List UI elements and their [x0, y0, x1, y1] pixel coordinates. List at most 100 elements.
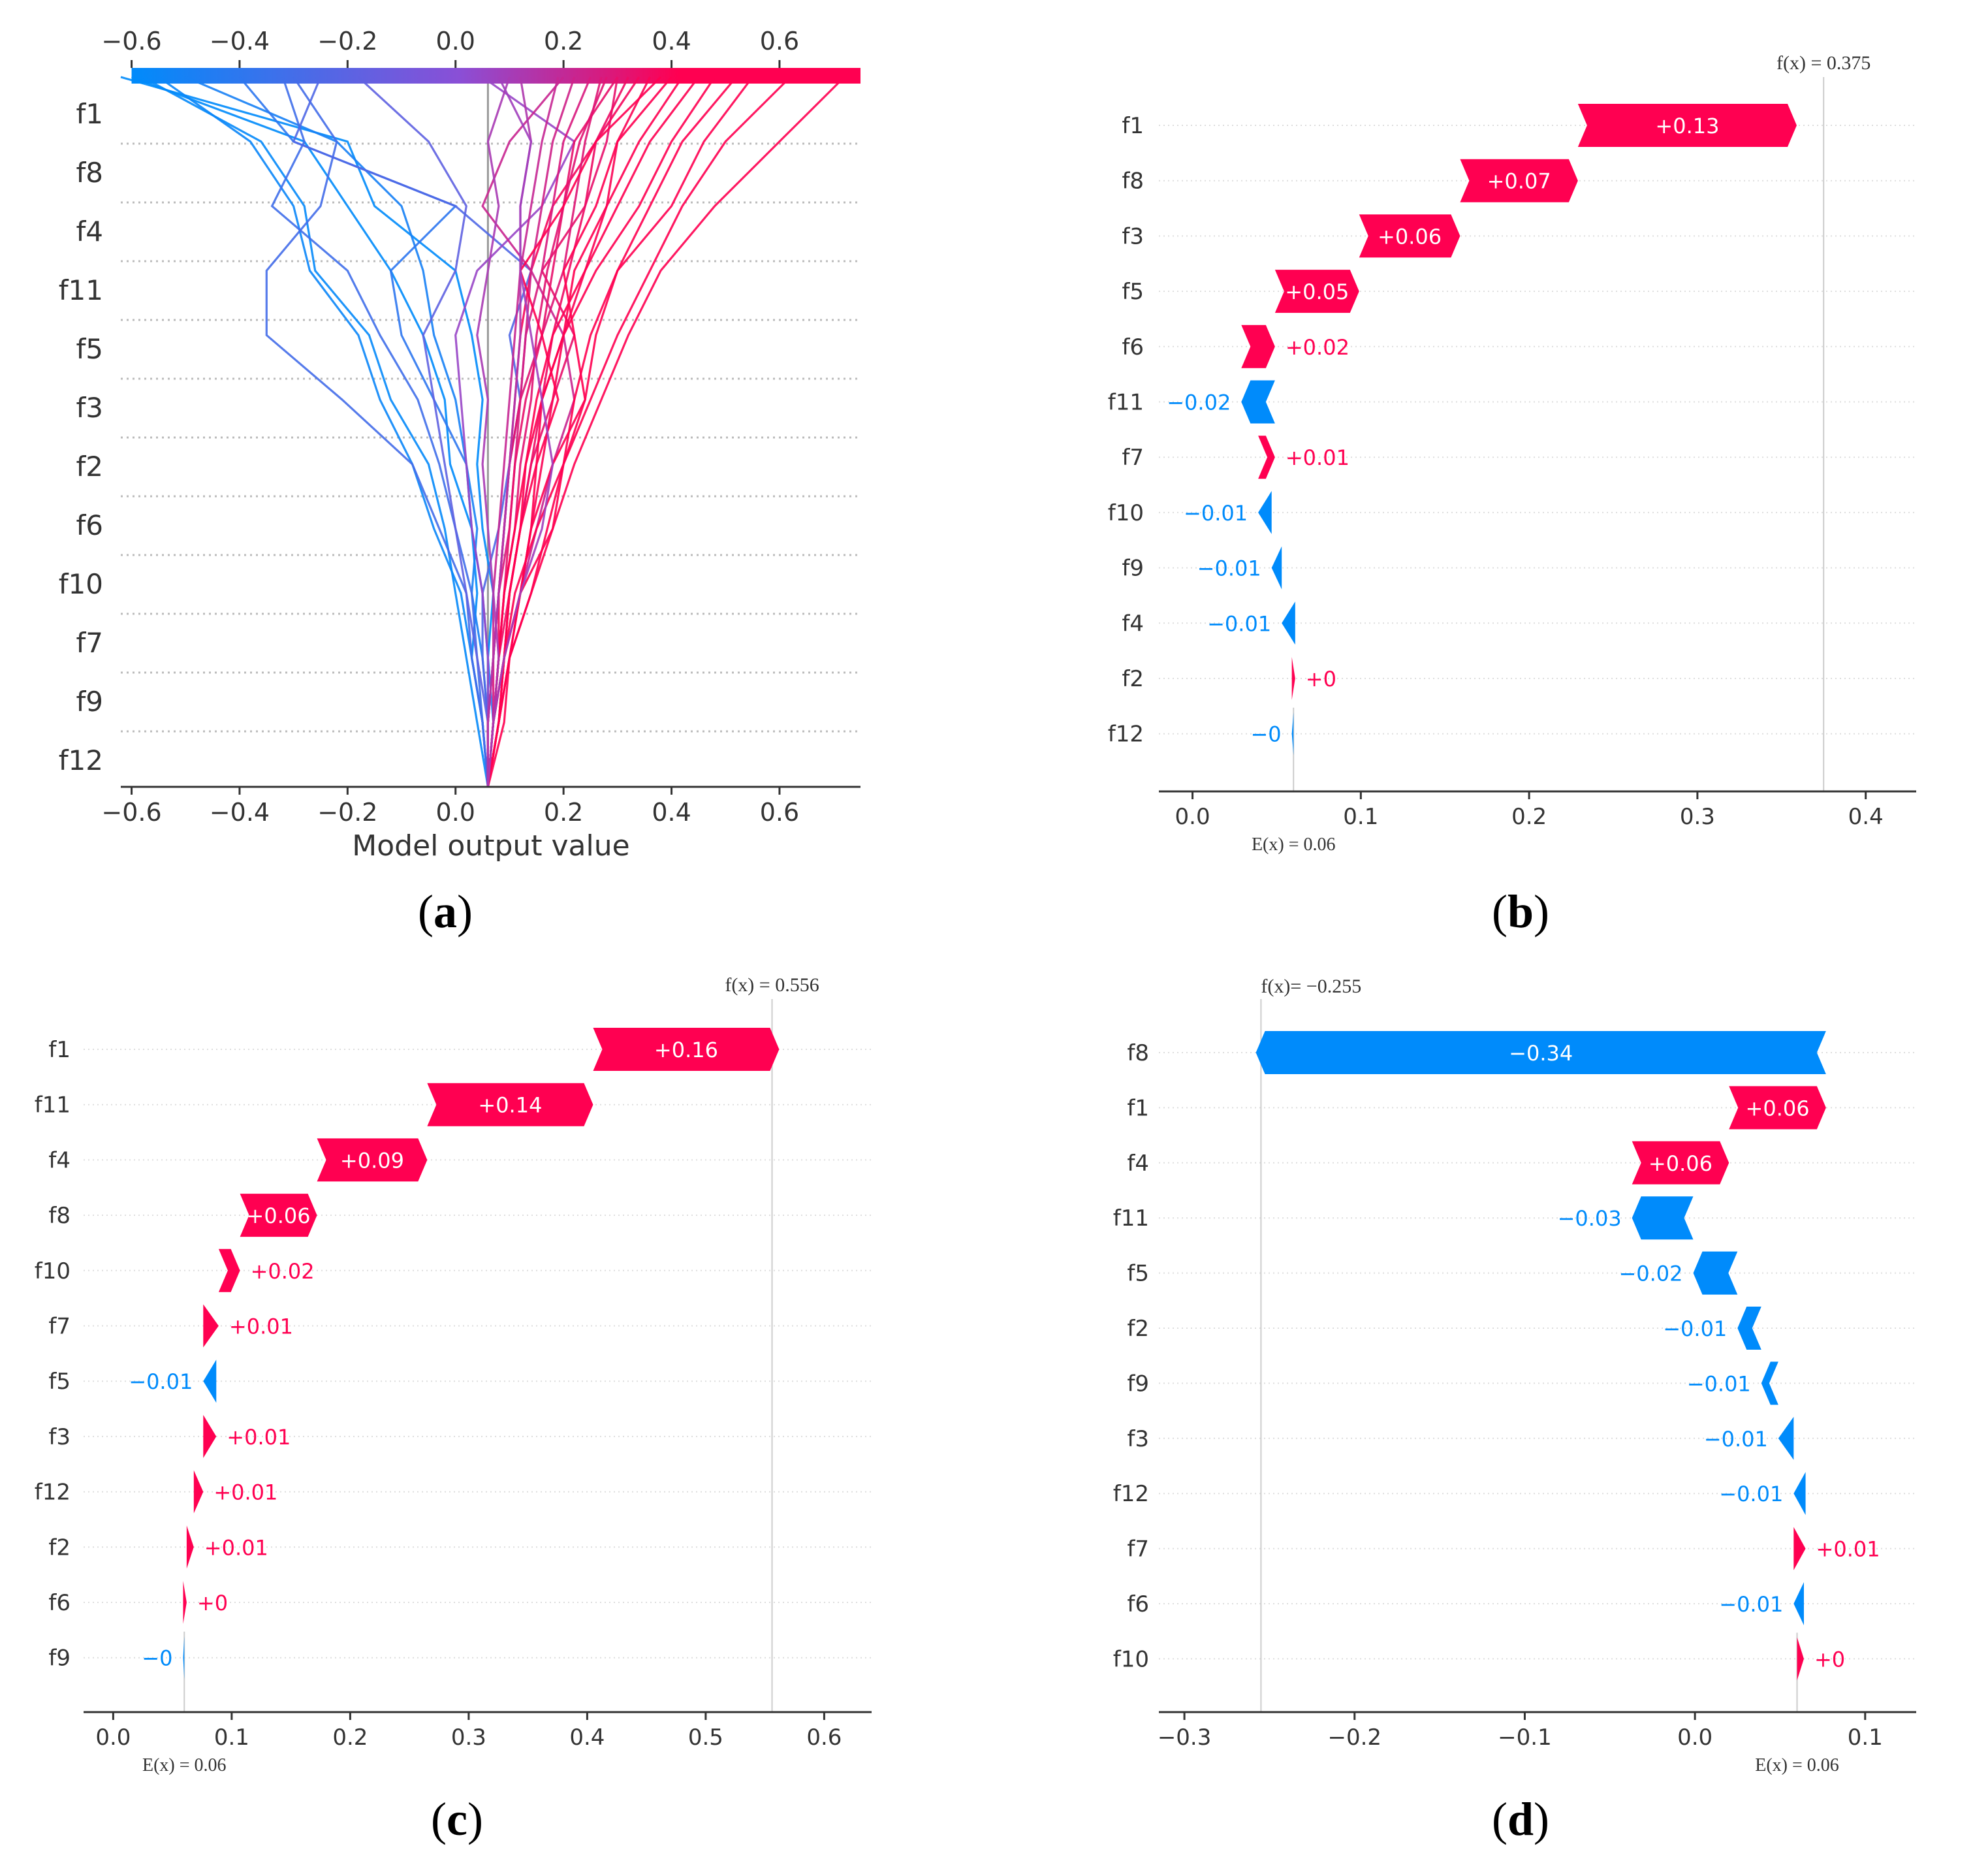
x-tick-label-0: 0.0 [95, 1725, 131, 1751]
bar-f4 [1282, 601, 1295, 645]
x-tick-label-4: 0.4 [1848, 804, 1884, 830]
bar-f11 [1632, 1196, 1694, 1240]
x-tick-label-3: 0.0 [436, 798, 475, 827]
feature-label-f8: f8 [1122, 168, 1144, 195]
waterfall-panel-c: f1 f11 f4 f8 f10 f7 f5 f3 f12 f2 f6 f9 f(x) = 0.556 +… [35, 974, 872, 1775]
bar-f2 [186, 1525, 194, 1569]
bar-label-f7: +0.01 [229, 1314, 293, 1339]
x-tick-label-2: −0.2 [317, 798, 377, 827]
decision-line-s1 [120, 76, 495, 787]
decision-line-s11 [454, 76, 576, 787]
feature-label-f12: f12 [1108, 722, 1144, 748]
waterfall-panel-b: f1 f8 f3 f5 f6 f11 f7 f10 f9 f4 f2 f12 f(x) = 0.375 +… [1108, 52, 1916, 855]
bar-f8 [240, 1194, 317, 1237]
bar-label-f7: +0.01 [1816, 1537, 1880, 1562]
ex-label: E(x) = 0.06 [142, 1755, 227, 1775]
bar-label-f12: −0 [1250, 722, 1281, 747]
feature-label-f12: f12 [1113, 1481, 1149, 1507]
x-tick-label-3: 0.3 [1680, 804, 1715, 830]
x-tick-label-3: 0.3 [451, 1725, 486, 1751]
feature-label-f3: f3 [76, 392, 103, 424]
bar-f3 [1778, 1416, 1794, 1460]
feature-label-f4: f4 [76, 215, 103, 247]
top-tick-label-1: −0.4 [210, 27, 270, 56]
fx-label: f(x) = 0.375 [1776, 52, 1870, 74]
panel-label-d: (d) [1492, 1793, 1550, 1845]
bar-label-f1: +0.16 [654, 1038, 718, 1062]
bar-label-f9: −0.01 [1197, 556, 1261, 581]
feature-label-f3: f3 [1127, 1426, 1149, 1452]
x-tick-label-6: 0.6 [806, 1725, 842, 1751]
feature-label-f10: f10 [1108, 500, 1144, 526]
bar-label-f10: +0 [1814, 1647, 1845, 1672]
decision-line-s17 [486, 76, 753, 787]
feature-label-f8: f8 [1127, 1040, 1149, 1066]
feature-label-f5: f5 [1127, 1261, 1149, 1287]
feature-label-f12: f12 [59, 744, 103, 776]
feature-label-f12: f12 [35, 1480, 71, 1506]
bar-label-f5: −0.01 [129, 1369, 193, 1394]
feature-label-f2: f2 [1127, 1316, 1149, 1342]
feature-label-f1: f1 [1122, 113, 1144, 139]
feature-label-f11: f11 [59, 274, 103, 306]
decision-line-s21 [486, 76, 629, 787]
bar-f9 [183, 1636, 185, 1679]
x-tick-label-0: −0.3 [1158, 1725, 1212, 1751]
bar-f6 [1241, 325, 1275, 368]
bar-label-f9: −0 [142, 1646, 172, 1671]
bar-label-f10: +0.02 [251, 1259, 315, 1284]
feature-label-f3: f3 [48, 1424, 71, 1450]
feature-label-f2: f2 [1122, 666, 1144, 692]
bar-label-f6: −0.01 [1719, 1592, 1783, 1617]
bar-f1 [593, 1028, 780, 1071]
x-tick-label-4: 0.2 [544, 798, 583, 827]
panel-label-c: (c) [431, 1793, 483, 1845]
x-tick-label-1: 0.1 [1343, 804, 1378, 830]
bar-f7 [1258, 436, 1275, 479]
bar-label-f8: +0.06 [247, 1203, 311, 1228]
x-tick-label-1: 0.1 [214, 1725, 249, 1751]
waterfall-panel-d: f8 f1 f4 f11 f5 f2 f9 f3 f12 f7 f6 f10 f(x)= −0.255 −… [1113, 976, 1916, 1775]
bar-label-f2: +0.01 [204, 1535, 268, 1560]
x-tick-label-0: −0.6 [101, 798, 161, 827]
x-tick-label-0: 0.0 [1175, 804, 1210, 830]
ex-label: E(x) = 0.06 [1252, 835, 1336, 855]
x-tick-label-5: 0.4 [652, 798, 691, 827]
bar-f2 [1291, 657, 1295, 700]
decision-line-s4 [142, 76, 489, 787]
bar-label-f8: +0.07 [1487, 169, 1551, 194]
panel-label-a: (a) [418, 885, 473, 938]
bar-f6 [1793, 1582, 1804, 1625]
feature-label-f10: f10 [1113, 1646, 1149, 1672]
panel-label-b: (b) [1492, 885, 1550, 938]
bar-f2 [1737, 1307, 1761, 1350]
bar-f6 [183, 1581, 187, 1624]
decision-line-s29 [486, 76, 716, 787]
bar-f7 [203, 1304, 219, 1348]
bar-label-f12: −0.01 [1719, 1482, 1783, 1506]
bar-label-f1: +0.13 [1655, 114, 1719, 138]
decision-line-s2 [131, 76, 489, 787]
x-tick-label-3: 0.0 [1677, 1725, 1713, 1751]
top-tick-label-3: 0.0 [436, 27, 475, 56]
bar-label-f4: +0.09 [340, 1148, 404, 1173]
bar-label-f11: −0.02 [1167, 390, 1231, 415]
bar-f9 [1271, 546, 1282, 590]
feature-label-f7: f7 [1122, 445, 1144, 471]
bar-f10 [1797, 1637, 1804, 1681]
bar-label-f2: +0 [1306, 667, 1336, 692]
colorbar [131, 68, 860, 84]
bar-f5 [1693, 1251, 1738, 1295]
feature-label-f7: f7 [76, 627, 103, 659]
bar-label-f3: +0.01 [227, 1425, 291, 1450]
feature-label-f2: f2 [76, 451, 103, 483]
feature-label-f7: f7 [1127, 1536, 1149, 1563]
x-tick-label-2: 0.2 [332, 1725, 368, 1751]
top-tick-label-0: −0.6 [101, 27, 161, 56]
bar-label-f9: −0.01 [1687, 1371, 1751, 1396]
feature-label-f1: f1 [1127, 1095, 1149, 1121]
feature-label-f11: f11 [1108, 390, 1144, 416]
x-tick-label-4: 0.1 [1848, 1725, 1883, 1751]
bar-label-f2: −0.01 [1663, 1316, 1727, 1341]
